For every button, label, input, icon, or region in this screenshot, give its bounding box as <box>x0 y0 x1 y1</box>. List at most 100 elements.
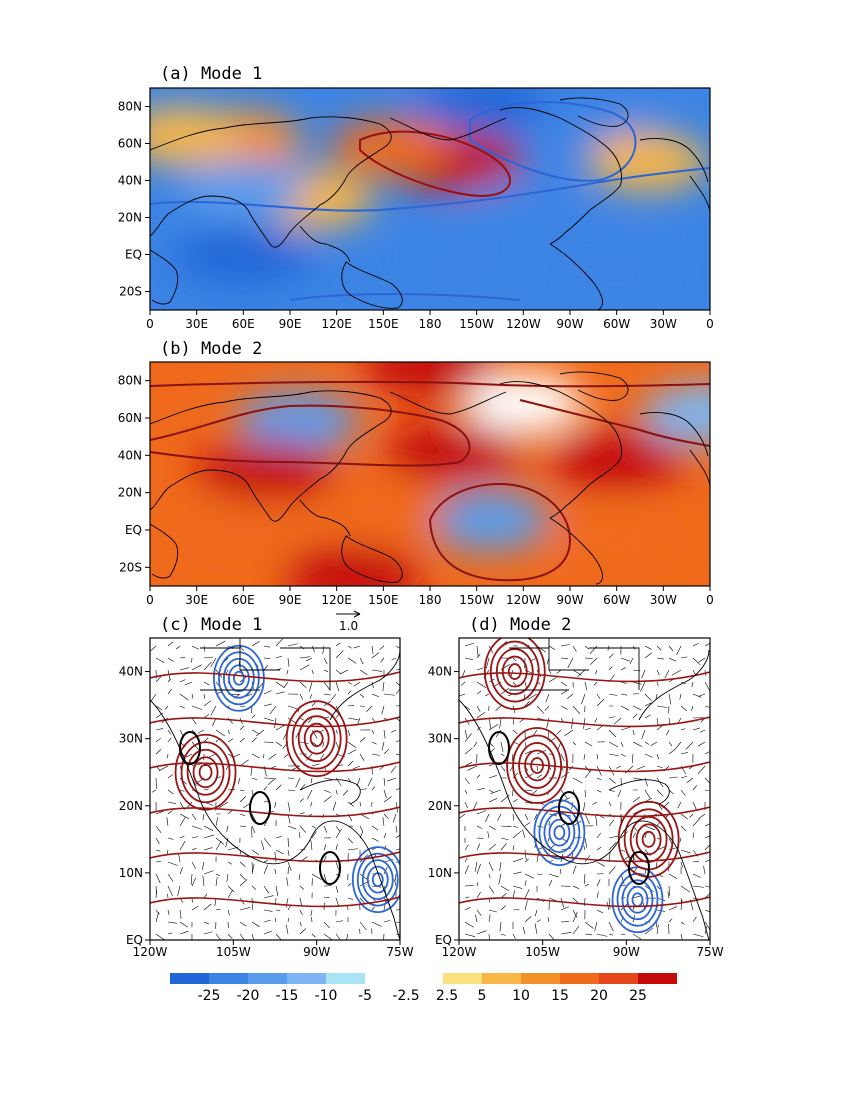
wind-vector <box>299 783 306 791</box>
wind-vector <box>387 777 397 782</box>
wind-vector <box>608 835 620 839</box>
wind-vector <box>464 844 469 851</box>
x-tick-label: 90W <box>556 593 583 607</box>
positive-contour <box>150 671 400 683</box>
wind-vector <box>395 873 397 881</box>
wind-vector <box>583 753 586 760</box>
wind-vector <box>584 741 593 747</box>
wind-vector <box>548 645 556 650</box>
x-tick-label: 60E <box>232 317 255 331</box>
wind-vector <box>263 645 271 648</box>
x-tick-label: 180 <box>419 317 442 331</box>
wind-vector <box>251 640 260 647</box>
wind-vector <box>620 726 631 731</box>
wind-vector <box>203 834 214 839</box>
x-tick-label: 120W <box>506 317 541 331</box>
wind-vector <box>383 933 385 940</box>
wind-vector <box>339 669 349 675</box>
wind-vector <box>167 861 178 866</box>
wind-vector <box>379 645 385 650</box>
wind-vector <box>512 657 517 662</box>
wind-vector <box>395 645 400 649</box>
wind-vector <box>155 849 161 852</box>
panel-a-anomaly-10 <box>173 224 314 285</box>
wind-vector <box>692 873 701 878</box>
wind-vector <box>499 861 502 872</box>
wind-vector <box>287 643 298 647</box>
wind-vector <box>488 885 495 894</box>
wind-vector <box>544 705 550 711</box>
wind-vector <box>353 681 361 687</box>
wind-vector <box>656 705 668 708</box>
panel-a-title: (a) Mode 1 <box>160 64 262 84</box>
x-tick-label: 30E <box>185 593 208 607</box>
wind-vector <box>347 645 352 649</box>
wind-vector <box>167 753 169 759</box>
positive-contour <box>459 761 710 773</box>
wind-vector <box>299 812 305 815</box>
wind-vector <box>584 657 593 659</box>
wind-vector <box>524 813 529 821</box>
x-tick-label: 0 <box>146 593 154 607</box>
wind-vector <box>692 916 697 923</box>
wind-vector <box>608 653 614 659</box>
wind-vector <box>287 837 289 847</box>
wind-vector <box>464 657 474 660</box>
wind-vector <box>175 645 181 650</box>
colorbar-label: -5 <box>358 988 372 1004</box>
wind-vector <box>179 909 182 919</box>
colorbar-label: -2.5 <box>392 988 419 1004</box>
wind-vector <box>459 693 466 697</box>
wind-vector <box>371 753 380 756</box>
wind-vector <box>524 880 527 887</box>
wind-vector <box>347 801 355 807</box>
wind-vector <box>680 705 687 712</box>
wind-vector <box>656 777 664 788</box>
wind-vector <box>536 705 545 714</box>
wind-vector <box>692 727 700 731</box>
wind-vector <box>251 753 260 759</box>
wind-vector <box>191 729 196 734</box>
wind-vector <box>179 679 186 683</box>
wind-vector <box>560 657 568 660</box>
wind-vector <box>311 729 318 739</box>
wind-vector <box>308 717 313 724</box>
wind-vector <box>527 693 538 700</box>
wind-vector <box>347 717 359 721</box>
wind-vector <box>311 741 317 746</box>
wind-vector <box>284 753 289 758</box>
positive-contour <box>309 730 324 748</box>
wind-vector <box>704 885 710 888</box>
wind-vector <box>596 879 601 887</box>
wind-vector <box>473 741 478 747</box>
panel-c-title: (c) Mode 1 <box>160 615 262 635</box>
wind-vector <box>359 753 365 761</box>
wind-vector <box>239 725 245 731</box>
wind-vector <box>644 753 653 758</box>
wind-vector <box>380 657 385 663</box>
colorbar-label: 20 <box>590 988 608 1004</box>
wind-vector <box>500 885 510 892</box>
wind-vector <box>203 737 209 743</box>
wind-vector <box>656 822 660 827</box>
wind-vector <box>202 813 205 821</box>
wind-vector <box>632 895 643 899</box>
wind-vector <box>464 747 473 755</box>
colorbar-segment <box>638 973 677 984</box>
wind-vector <box>596 753 599 760</box>
wind-vector <box>548 879 553 887</box>
wind-vector <box>697 765 706 775</box>
wind-vector <box>323 693 331 696</box>
positive-contour <box>285 700 348 778</box>
wind-vector <box>167 873 174 882</box>
wind-vector <box>620 705 630 711</box>
wind-vector <box>698 657 706 663</box>
wind-vector <box>371 669 383 672</box>
y-tick-label: 40N <box>118 174 142 188</box>
y-tick-label: 80N <box>118 100 142 114</box>
wind-vector <box>323 933 333 940</box>
wind-vector <box>267 777 277 786</box>
wind-vector <box>692 693 702 698</box>
colorbar: -25 -20 -15 -10 -5 -2.5 2.5 5 10 15 20 25 <box>170 973 677 1004</box>
wind-vector <box>499 921 502 932</box>
